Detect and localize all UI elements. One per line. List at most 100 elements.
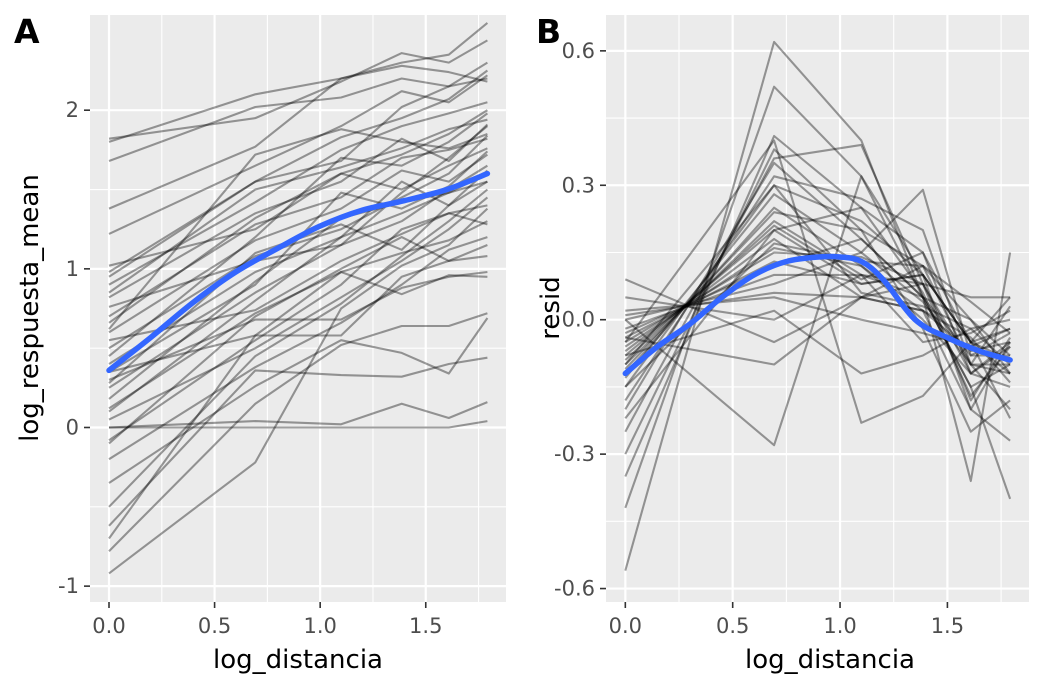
- panel-b-y-axis-title: resid: [536, 276, 566, 339]
- series-line: [624, 309, 1011, 375]
- panel-b-x-axis-title: log_distancia: [745, 645, 915, 675]
- series-line: [108, 204, 488, 442]
- series-line: [108, 317, 489, 484]
- series-line: [108, 74, 489, 235]
- series-line: [108, 153, 489, 334]
- series-line: [108, 101, 488, 286]
- series-line: [625, 273, 1011, 321]
- series-line: [108, 22, 489, 143]
- series-line: [108, 236, 488, 461]
- x-tick-label: 0.0: [92, 614, 125, 638]
- y-tick-label: 0.3: [562, 173, 595, 197]
- panel-a-axis-ticks: [84, 109, 427, 608]
- series-line: [108, 356, 488, 527]
- series-line: [108, 118, 488, 294]
- panel-a-tag: A: [14, 12, 40, 51]
- series-line: [108, 61, 488, 162]
- panel-a: 0.0 0.5 1.0 1.5 -1 0 1 2 A log_distancia log_re…: [14, 12, 506, 675]
- series-line: [624, 260, 1011, 361]
- series-line: [108, 172, 488, 365]
- x-tick-label: 0.5: [198, 614, 231, 638]
- series-line: [108, 312, 488, 552]
- y-tick-label: 0.6: [562, 39, 595, 63]
- series-line: [108, 255, 488, 374]
- y-tick-label: 0.0: [562, 308, 595, 332]
- y-tick-label: -1: [58, 574, 79, 598]
- series-line: [109, 420, 488, 429]
- panel-a-y-axis-title: log_respuesta_mean: [15, 174, 45, 442]
- series-line: [624, 251, 1011, 402]
- x-tick-label: 1.5: [409, 614, 442, 638]
- series-line: [624, 175, 1012, 483]
- series-line: [108, 188, 489, 508]
- series-line: [108, 64, 488, 210]
- series-line: [108, 109, 488, 267]
- panel-a-major-grid: [90, 15, 506, 602]
- series-line: [624, 139, 1011, 424]
- series-line: [625, 296, 1011, 348]
- series-line: [624, 273, 1011, 344]
- panel-b-background: [606, 15, 1029, 602]
- y-tick-label: 2: [66, 98, 79, 122]
- y-tick-label: -0.3: [554, 442, 595, 466]
- panel-a-minor-grid: [90, 15, 506, 602]
- panel-b-minor-grid: [606, 15, 1029, 602]
- panel-a-series-lines: [108, 22, 489, 575]
- x-tick-label: 0.0: [609, 614, 642, 638]
- series-line: [624, 229, 1011, 357]
- series-line: [108, 134, 489, 350]
- panel-a-trend-layer: [106, 170, 491, 374]
- series-line: [624, 188, 1011, 379]
- series-line: [624, 143, 1011, 433]
- series-line: [624, 85, 1011, 509]
- series-line: [108, 112, 489, 357]
- series-line: [624, 175, 1011, 401]
- x-tick-label: 1.0: [823, 614, 856, 638]
- series-line: [108, 137, 488, 318]
- x-tick-label: 0.5: [716, 614, 749, 638]
- series-line: [624, 184, 1011, 366]
- series-line: [624, 264, 1011, 357]
- series-line: [624, 148, 1011, 455]
- series-line: [108, 196, 489, 421]
- y-tick-label: 0: [66, 415, 79, 439]
- x-tick-label: 1.0: [303, 614, 336, 638]
- series-line: [108, 39, 488, 140]
- series-line: [108, 236, 488, 445]
- series-line: [624, 224, 1011, 375]
- y-tick-label: 1: [66, 257, 79, 281]
- series-line: [108, 69, 489, 273]
- series-line: [108, 220, 488, 410]
- panel-b: 0.0 0.5 1.0 1.5 -0.6 -0.3 0.0 0.3 0.6 B log_dist…: [536, 12, 1029, 675]
- series-line: [108, 128, 488, 330]
- panel-b-axis-ticks: [600, 50, 949, 608]
- series-line: [625, 251, 1011, 375]
- series-line: [108, 212, 488, 342]
- panel-b-major-grid: [606, 15, 1029, 602]
- panel-b-tag: B: [536, 12, 561, 51]
- series-line: [624, 220, 1011, 388]
- series-line: [624, 242, 1011, 388]
- series-line: [624, 184, 1011, 388]
- series-line: [624, 134, 1012, 477]
- trend-line: [106, 170, 491, 374]
- series-line: [108, 147, 488, 324]
- panel-b-tick-labels: 0.0 0.5 1.0 1.5 -0.6 -0.3 0.0 0.3 0.6: [554, 39, 964, 638]
- panel-a-tick-labels: 0.0 0.5 1.0 1.5 -1 0 1 2: [58, 98, 442, 638]
- x-tick-label: 1.5: [931, 614, 964, 638]
- series-line: [108, 150, 489, 373]
- series-line: [108, 207, 489, 575]
- series-line: [108, 401, 488, 429]
- series-line: [108, 270, 488, 540]
- y-tick-label: -0.6: [554, 577, 595, 601]
- panel-a-x-axis-title: log_distancia: [213, 645, 383, 675]
- series-line: [108, 77, 488, 278]
- series-line: [108, 270, 488, 381]
- series-line: [624, 40, 1012, 571]
- series-line: [625, 296, 1011, 384]
- series-line: [108, 125, 489, 308]
- series-line: [624, 161, 1011, 410]
- series-line: [108, 123, 489, 299]
- series-line: [624, 211, 1011, 433]
